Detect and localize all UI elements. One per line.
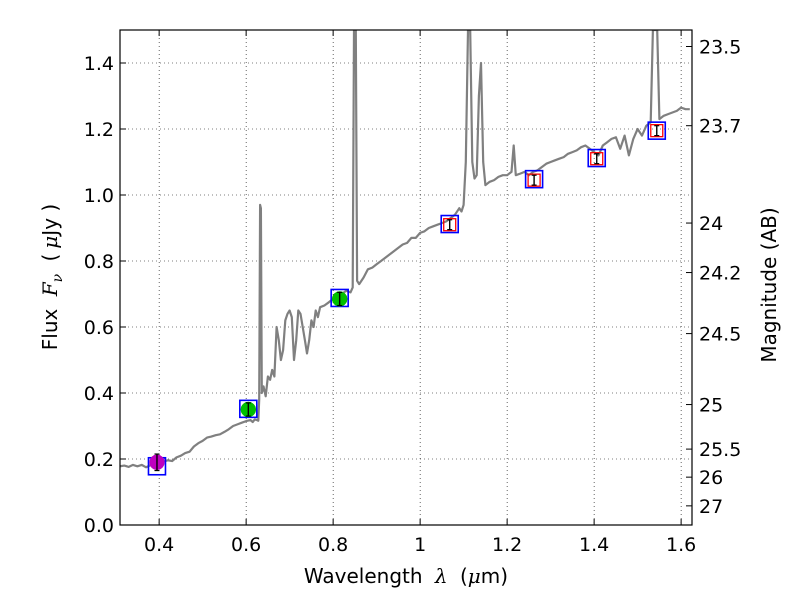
magnitude-tick-label: 25.5 xyxy=(699,439,741,461)
y-tick-label: 1.0 xyxy=(84,185,114,207)
magnitude-tick-label: 23.5 xyxy=(699,37,741,59)
photometry-point xyxy=(440,214,460,234)
x-axis-title: Wavelength λ (μm) xyxy=(304,564,508,588)
magnitude-tick-label: 24 xyxy=(699,213,723,235)
y-tick-label: 0.8 xyxy=(84,251,114,273)
lambda-symbol: λ xyxy=(434,564,448,588)
photometry-point xyxy=(330,288,349,308)
magnitude-axis-title: Magnitude (AB) xyxy=(757,207,781,362)
model-flux-square xyxy=(239,399,258,419)
photometry-point xyxy=(587,148,607,168)
y-tick-label: 0.4 xyxy=(84,383,114,405)
magnitude-tick-label: 23.7 xyxy=(699,116,741,138)
upper-limit-square xyxy=(650,124,664,138)
magnitude-tick-label: 26 xyxy=(699,467,723,489)
x-tick-label: 1.2 xyxy=(492,534,522,556)
photometry-markers xyxy=(147,121,667,476)
photometry-point xyxy=(647,121,667,140)
x-axis-unit-rest: m) xyxy=(481,564,508,588)
y-axis-title: Flux Fν ( μJy ) xyxy=(38,204,67,350)
model-flux-square xyxy=(440,214,460,234)
x-axis-title-word: Wavelength xyxy=(304,564,423,588)
magnitude-tick-label: 24.5 xyxy=(699,324,741,346)
y-axis-title-word: Flux xyxy=(38,308,62,350)
x-tick-label: 0.8 xyxy=(318,534,348,556)
y-tick-label: 1.4 xyxy=(84,53,114,75)
axis-ticks: 0.4 0.6 0.8 1 1.2 1.4 1.6 0.0 0.2 0.4 0.6 0.8 1.0 1.2… xyxy=(84,30,741,556)
spectrum-layer xyxy=(120,30,690,469)
upper-limit-square xyxy=(443,218,457,232)
x-tick-label: 0.6 xyxy=(231,534,261,556)
magnitude-tick-label: 27 xyxy=(699,496,723,518)
y-axis-unit-rest: Jy ) xyxy=(38,204,62,238)
plot-frame xyxy=(119,29,693,526)
y-tick-label: 0.2 xyxy=(84,449,114,471)
y-tick-label: 0.6 xyxy=(84,317,114,339)
model-flux-square xyxy=(524,169,544,189)
y-tick-label: 0.0 xyxy=(84,515,114,537)
y-axis-unit-open: ( xyxy=(38,254,62,262)
upper-limit-square xyxy=(590,152,604,166)
photometry-point xyxy=(524,169,544,189)
magnitude-tick-label: 24.2 xyxy=(699,263,741,285)
mu-symbol: μ xyxy=(468,564,481,588)
magnitude-tick-label: 25 xyxy=(699,395,723,417)
y-tick-label: 1.2 xyxy=(84,119,114,141)
x-tick-label: 1 xyxy=(414,534,426,556)
flux-symbol: F xyxy=(38,281,62,297)
model-flux-square xyxy=(587,148,607,168)
photometry-point xyxy=(239,399,258,419)
x-tick-label: 0.4 xyxy=(144,534,174,556)
x-tick-label: 1.6 xyxy=(666,534,696,556)
grid xyxy=(120,30,692,526)
photometry-point xyxy=(147,453,167,476)
x-axis-unit-open: ( xyxy=(460,564,468,588)
mu-symbol-y: μ xyxy=(38,236,62,249)
model-flux-square xyxy=(647,121,667,140)
spectrum-line xyxy=(120,30,690,469)
x-tick-label: 1.4 xyxy=(579,534,609,556)
upper-limit-square xyxy=(527,173,541,187)
nu-subscript: ν xyxy=(50,273,66,282)
